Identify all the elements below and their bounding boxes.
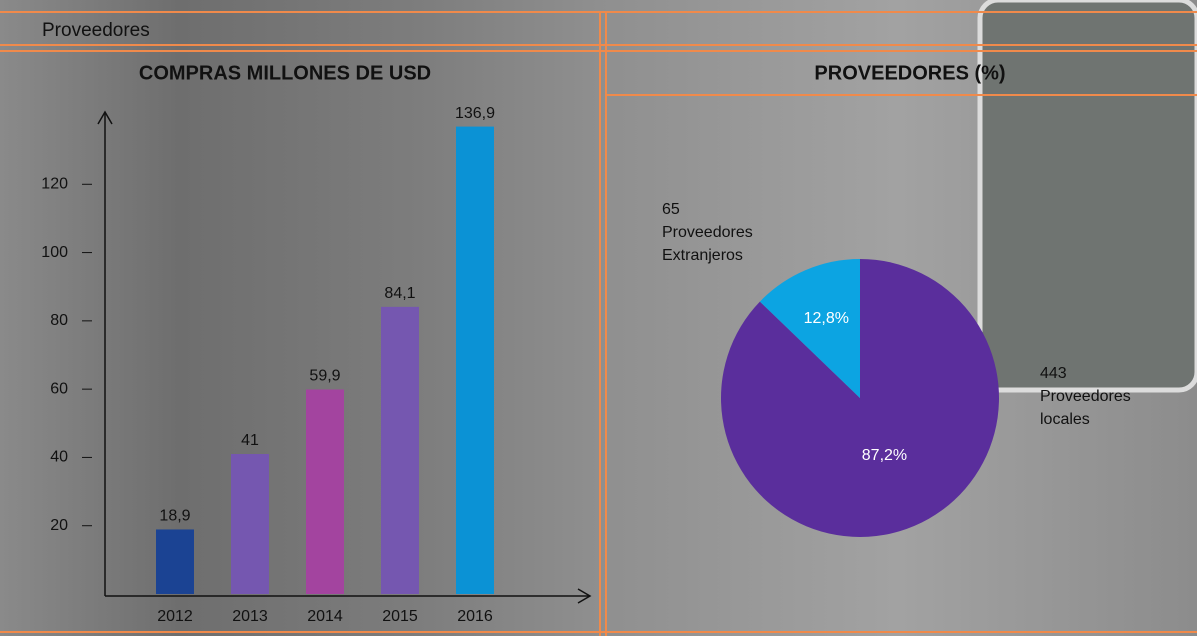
category-label-line: Proveedores — [1040, 388, 1131, 405]
x-tick-label: 2016 — [457, 608, 493, 625]
bar — [381, 306, 419, 594]
x-tick-label: 2015 — [382, 608, 418, 625]
bar — [306, 389, 344, 594]
y-tick-label: 120 — [41, 176, 68, 193]
x-tick-label: 2014 — [307, 608, 343, 625]
axes — [97, 110, 592, 604]
y-tick-label: 100 — [41, 244, 68, 261]
category-label-line: locales — [1040, 411, 1090, 428]
chart-title: COMPRAS MILLONES DE USD — [139, 62, 431, 84]
bar — [456, 126, 494, 594]
category-label-line: Extranjeros — [662, 247, 743, 264]
y-tick-label: 60 — [50, 380, 68, 397]
count-label: 443 — [1040, 365, 1067, 382]
y-tick-label: 20 — [50, 517, 68, 534]
data-label: 18,9 — [159, 508, 190, 525]
bar — [156, 529, 194, 594]
data-label: 136,9 — [455, 105, 495, 122]
category-label-line: Proveedores — [662, 224, 753, 241]
data-label: 84,1 — [384, 285, 415, 302]
y-tick-label: 40 — [50, 449, 68, 466]
data-label: 59,9 — [309, 368, 340, 385]
count-label: 65 — [662, 201, 680, 218]
x-tick-label: 2012 — [157, 608, 193, 625]
pie-slice — [759, 259, 860, 398]
y-tick-label: 80 — [50, 312, 68, 329]
data-label: 41 — [241, 432, 259, 449]
sign-photo — [977, 0, 1197, 393]
frame-lines — [0, 11, 1197, 636]
page-title: Proveedores — [42, 20, 150, 41]
x-tick-label: 2013 — [232, 608, 268, 625]
category-label: Proveedores Extranjeros — [662, 224, 753, 264]
chart-title: PROVEEDORES (%) — [814, 62, 1005, 84]
bar — [231, 454, 269, 594]
data-label: 87,2% — [862, 447, 907, 464]
category-label: Proveedores locales — [1040, 388, 1131, 428]
data-label: 12,8% — [804, 310, 849, 327]
